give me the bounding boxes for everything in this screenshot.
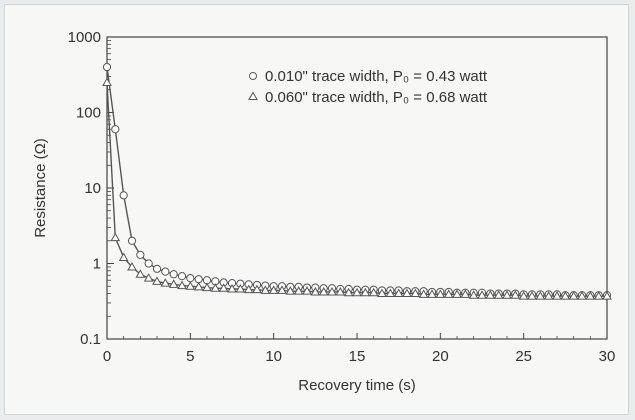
- y-tick-label: 10: [84, 180, 101, 197]
- series-2-point: [585, 291, 596, 300]
- series-2-point: [418, 289, 429, 298]
- x-axis-title: Recovery time (s): [298, 377, 416, 394]
- series-1-point: [152, 264, 162, 273]
- series-2-point: [110, 232, 121, 242]
- legend-label-series-1: 0.010" trace width, P₀ = 0.43 watt: [265, 68, 488, 85]
- axis-ticks: 0 5 10 15 20 25 30 0.1 1 10 100 1000: [68, 29, 616, 365]
- series-2-point: [477, 290, 487, 299]
- series-2-point: [260, 285, 271, 294]
- series-2-point: [460, 289, 471, 298]
- series-2-point: [427, 289, 437, 298]
- series-2-point: [218, 283, 229, 292]
- series-2-point: [302, 286, 312, 295]
- series-2-point: [168, 279, 179, 288]
- legend-label-series-2: 0.060" trace width, P₀ = 0.68 watt: [265, 89, 488, 106]
- legend-triangle-marker: [248, 91, 258, 100]
- series-2-point: [335, 286, 346, 296]
- series-2-point: [177, 280, 187, 290]
- series-1-point: [119, 191, 128, 200]
- series-2-point: [127, 261, 137, 271]
- series-2-point: [602, 291, 612, 300]
- series-2-point: [402, 288, 412, 298]
- series-2-point: [210, 283, 221, 292]
- series-1-point: [144, 259, 153, 268]
- series-2-point: [185, 281, 196, 290]
- series-2-point: [202, 282, 212, 292]
- x-tick-label: 0: [103, 348, 111, 365]
- series-2-point: [143, 273, 154, 282]
- series-2-point: [560, 291, 571, 300]
- legend: 0.010" trace width, P₀ = 0.43 watt 0.060…: [248, 68, 488, 106]
- series-2-point: [293, 286, 304, 295]
- series-markers: [102, 62, 612, 300]
- series-2-point: [368, 287, 379, 297]
- series-2-point: [468, 290, 479, 299]
- y-axis-title: Resistance (Ω): [32, 138, 49, 238]
- series-2-point: [235, 283, 246, 293]
- series-2-point: [352, 287, 362, 297]
- series-2-point: [277, 285, 287, 294]
- x-tick-label: 15: [349, 348, 366, 365]
- series-2-point: [193, 281, 204, 291]
- series-2-point: [160, 278, 171, 287]
- series-1-point: [186, 274, 195, 283]
- series-2-point: [518, 291, 529, 300]
- y-tick-label: 1: [93, 256, 101, 273]
- series-2-point: [227, 283, 237, 293]
- y-tick-label: 100: [76, 105, 101, 122]
- series-2-point: [118, 252, 129, 262]
- x-tick-label: 20: [432, 348, 449, 365]
- series-2-point: [527, 291, 537, 300]
- series-2-point: [510, 290, 521, 299]
- series-2-point: [410, 288, 421, 298]
- series-2-point: [327, 286, 337, 296]
- series-1-point: [169, 270, 178, 279]
- x-tick-label: 25: [515, 348, 532, 365]
- series-2-point: [452, 289, 462, 298]
- series-1-point: [127, 236, 137, 245]
- y-tick-label: 0.1: [80, 331, 101, 348]
- x-tick-label: 5: [186, 348, 194, 365]
- series-2-point: [485, 290, 496, 299]
- series-2-point: [502, 290, 512, 299]
- series-1-point: [161, 267, 170, 276]
- series-1-point: [111, 125, 120, 134]
- series-2-point: [102, 77, 112, 86]
- series-2-point: [285, 286, 296, 295]
- series-2-line: [106, 82, 607, 297]
- series-2-point: [135, 269, 146, 278]
- series-1-point: [177, 272, 187, 281]
- legend-circle-marker: [249, 72, 257, 80]
- series-2-point: [343, 287, 354, 297]
- series-2-point: [310, 286, 321, 296]
- series-2-point: [593, 291, 604, 300]
- series-1-point: [194, 275, 203, 284]
- series-2-point: [268, 285, 279, 294]
- series-2-point: [385, 288, 396, 298]
- series-2-point: [543, 291, 554, 300]
- series-2-point: [377, 288, 387, 298]
- series-1-point: [136, 250, 145, 259]
- series-2-point: [318, 286, 329, 296]
- series-2-point: [360, 287, 371, 297]
- series-2-point: [493, 290, 504, 299]
- series-2-point: [443, 289, 454, 298]
- series-2-point: [252, 284, 262, 294]
- series-2-point: [577, 291, 587, 300]
- y-tick-label: 1000: [68, 29, 101, 46]
- series-2-point: [435, 289, 446, 298]
- series-2-point: [243, 284, 254, 294]
- series-2-point: [568, 291, 579, 300]
- figure-card: 0 5 10 15 20 25 30 0.1 1 10 100 1000 Recovery time …: [4, 4, 629, 415]
- series-2-point: [393, 288, 404, 298]
- resistance-recovery-chart: 0 5 10 15 20 25 30 0.1 1 10 100 1000 Recovery time …: [32, 29, 616, 394]
- series-1-point: [102, 62, 112, 72]
- x-tick-label: 30: [599, 348, 616, 365]
- x-tick-label: 10: [265, 348, 282, 365]
- series-2-point: [552, 291, 562, 300]
- series-2-point: [152, 276, 162, 285]
- series-2-point: [535, 291, 546, 300]
